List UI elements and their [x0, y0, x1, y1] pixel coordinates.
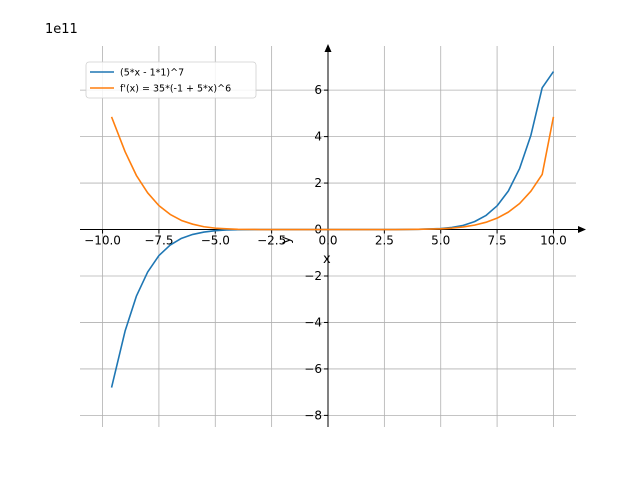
legend-box: [85, 61, 257, 99]
y-tick-label: 6: [314, 83, 322, 97]
legend-label-1: (5*x - 1*1)^7: [120, 68, 184, 79]
y-tick-label: −4: [304, 315, 322, 329]
x-tick-label: 2.5: [375, 234, 394, 248]
series-group: [110, 71, 555, 388]
y-axis-label: y: [279, 236, 294, 244]
legend: (5*x - 1*1)^7 f'(x) = 35*(-1 + 5*x)^6: [85, 61, 257, 99]
y-tick-label: 4: [314, 130, 322, 144]
x-tick-label: 10.0: [540, 234, 567, 248]
x-tick-label: 5.0: [431, 234, 450, 248]
y-tick-label: −2: [304, 269, 322, 283]
x-tick-label: −7.5: [144, 234, 173, 248]
y-scale-label: 1e11: [45, 22, 78, 37]
x-tick-label: 7.5: [488, 234, 507, 248]
x-tick-label: −5.0: [201, 234, 230, 248]
legend-label-2: f'(x) = 35*(-1 + 5*x)^6: [120, 84, 231, 95]
y-tick-label: 2: [314, 176, 322, 190]
y-tick-label: −8: [304, 408, 322, 422]
x-tick-label: −10.0: [84, 234, 121, 248]
x-tick-label: 0.0: [318, 234, 337, 248]
y-tick-label: −6: [304, 362, 322, 376]
series-line-2: [110, 116, 555, 231]
ticks: −10.0 −7.5 −5.0 −2.5 0.0 2.5 5.0 7.5 10.0 −8 −6 −4 −…: [84, 83, 567, 422]
x-axis-arrow: [578, 226, 586, 234]
x-tick-label: −2.5: [257, 234, 286, 248]
y-axis-arrow: [324, 44, 332, 52]
x-axis-label: x: [323, 252, 331, 267]
